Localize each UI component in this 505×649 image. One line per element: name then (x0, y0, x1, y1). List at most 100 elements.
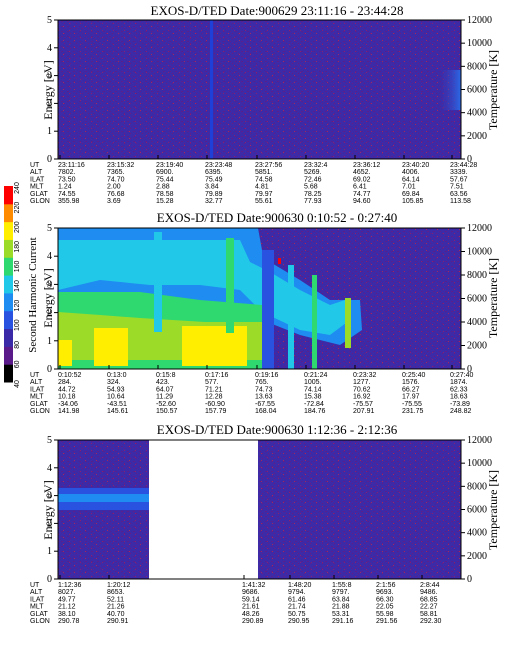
panel-1-title: EXOS-D/TED Date:900629 23:11:16 - 23:44:… (151, 3, 404, 18)
orbit-cell: 74.14 (304, 386, 322, 393)
colorbar-swatch (4, 239, 13, 258)
colorbar-tick-label: 200 (14, 221, 21, 233)
orbit-cell: 145.61 (107, 408, 129, 415)
right-tick-label: 2000 (467, 131, 487, 142)
orbit-cell: 11.29 (156, 394, 173, 401)
orbit-cell: 77.93 (304, 198, 322, 205)
orbit-cell: 54.93 (107, 386, 125, 393)
right-tick-label: 0 (467, 364, 472, 375)
orbit-cell: 6395. (205, 169, 223, 176)
orbit-cell: 59.14 (242, 596, 260, 603)
orbit-cell: 13.63 (255, 394, 273, 401)
orbit-cell: 79.89 (205, 191, 223, 198)
orbit-cell: 94.60 (353, 198, 371, 205)
orbit-cell: 6.41 (353, 184, 367, 191)
right-tick-label: 12000 (467, 223, 492, 234)
panel-3-title: EXOS-D/TED Date:900630 1:12:36 - 2:12:36 (157, 422, 398, 437)
left-tick-label: 3 (47, 71, 52, 82)
orbit-cell: 141.98 (58, 408, 80, 415)
orbit-cell: 49.77 (58, 596, 76, 603)
left-tick-label: 5 (47, 223, 52, 234)
left-tick-label: 1 (47, 336, 52, 347)
orbit-cell: 290.89 (242, 618, 264, 625)
orbit-cell: 74.58 (255, 176, 273, 183)
panel-2-streak-3 (262, 250, 274, 369)
colorbar-ticks: 40 60 80 100 120 140 160 180 200 220 240 (14, 182, 21, 388)
orbit-cell: 44.72 (58, 386, 76, 393)
colorbar-tick-label: 100 (14, 319, 21, 331)
orbit-cell: 2:1:56 (376, 582, 396, 589)
orbit-row-label: UT (30, 372, 40, 379)
orbit-cell: -34.06 (58, 401, 78, 408)
right-tick-label: 2000 (467, 341, 487, 352)
orbit-cell: 6900. (156, 169, 174, 176)
right-tick-label: 4000 (467, 108, 487, 119)
orbit-cell: 74.70 (107, 176, 125, 183)
orbit-cell: 10.64 (107, 394, 125, 401)
orbit-cell: 290.95 (288, 618, 310, 625)
orbit-cell: -43.51 (107, 401, 127, 408)
left-tick-label: 2 (47, 308, 52, 319)
orbit-cell: 3.69 (107, 198, 121, 205)
orbit-cell: 7.51 (450, 184, 464, 191)
orbit-cell: 9797. (332, 589, 350, 596)
colorbar-tick-label: 140 (14, 280, 21, 292)
panel-2-streak-5 (312, 275, 317, 369)
orbit-cell: 66.30 (376, 596, 394, 603)
left-tick-label: 2 (47, 518, 52, 529)
orbit-row-label: ILAT (30, 596, 45, 603)
orbit-cell: 7802. (58, 169, 76, 176)
colorbar-swatch (4, 203, 13, 223)
colorbar-swatches (4, 186, 13, 383)
orbit-cell: 5851. (255, 169, 273, 176)
orbit-cell: 22.05 (376, 604, 394, 611)
right-tick-label: 10000 (467, 38, 492, 49)
orbit-cell: -75.57 (353, 401, 373, 408)
orbit-cell: 4652. (353, 169, 371, 176)
panel-1-left-ticks: 0 1 2 3 4 5 (47, 15, 58, 165)
panel-2-streak-2 (226, 238, 234, 333)
panel-1-right-ticks: 0 2000 4000 6000 8000 10000 12000 (461, 15, 492, 165)
left-tick-label: 3 (47, 279, 52, 290)
orbit-cell: 23:19:40 (156, 162, 183, 169)
orbit-cell: 9693. (376, 589, 394, 596)
orbit-cell: 291.56 (376, 618, 398, 625)
orbit-cell: 68.85 (420, 596, 438, 603)
orbit-cell: 8653. (107, 589, 125, 596)
colorbar-tick-label: 180 (14, 241, 21, 253)
orbit-cell: -52.60 (156, 401, 176, 408)
colorbar-tick-label: 120 (14, 300, 21, 312)
orbit-cell: 9486. (420, 589, 438, 596)
orbit-cell: 0:13:0 (107, 372, 127, 379)
orbit-cell: 7.01 (402, 184, 416, 191)
orbit-cell: 74.55 (58, 191, 76, 198)
orbit-cell: 207.91 (353, 408, 375, 415)
orbit-cell: 765. (255, 379, 269, 386)
panel-3-ylabel-left: Energy [eV] (41, 480, 55, 539)
orbit-cell: 64.07 (156, 386, 174, 393)
right-tick-label: 8000 (467, 481, 487, 492)
colorbar-swatch (4, 328, 13, 347)
panel-2-yellow-block-2 (182, 326, 247, 366)
orbit-cell: 21.61 (242, 604, 260, 611)
panel-3-orbit-table: UTALTILATMLTGLATGLON1:12:368027.49.7721.… (30, 575, 442, 625)
orbit-cell: 50.75 (288, 611, 306, 618)
orbit-cell: 23:44:28 (450, 162, 477, 169)
panel-2-right-ticks: 0 2000 4000 6000 8000 10000 12000 (461, 223, 492, 375)
panel-1-ylabel-right: Temperature [K] (486, 50, 500, 130)
orbit-cell: 0:15:8 (156, 372, 176, 379)
panel-3-noise-right (258, 440, 461, 579)
orbit-cell: 3339. (450, 169, 468, 176)
colorbar-swatch (4, 275, 13, 294)
orbit-cell: -72.84 (304, 401, 324, 408)
orbit-cell: 73.50 (58, 176, 76, 183)
panel-2-streak-1 (154, 232, 162, 332)
right-tick-label: 8000 (467, 270, 487, 281)
orbit-cell: 355.98 (58, 198, 80, 205)
orbit-cell: 23:36:12 (353, 162, 380, 169)
orbit-cell: -75.55 (402, 401, 422, 408)
orbit-cell: 18.63 (450, 394, 468, 401)
colorbar-tick-label: 60 (14, 360, 21, 368)
